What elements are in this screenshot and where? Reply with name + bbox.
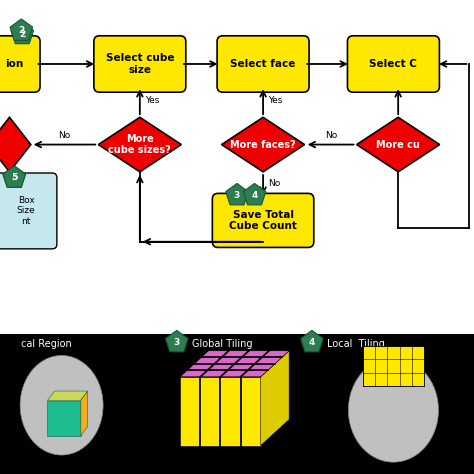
Text: Select face: Select face [230,59,296,69]
Text: Box
Size
nt: Box Size nt [17,196,36,226]
Text: 5: 5 [11,173,18,182]
Polygon shape [10,19,33,40]
Text: Global Tiling: Global Tiling [192,338,253,349]
Ellipse shape [20,356,103,455]
Text: 2: 2 [18,27,25,35]
Polygon shape [180,351,289,377]
Text: Yes: Yes [268,97,283,105]
Text: No: No [268,180,280,188]
Text: 4: 4 [251,191,258,200]
Text: ion: ion [5,59,23,69]
Text: 4: 4 [309,338,315,346]
Polygon shape [356,118,439,172]
Polygon shape [0,118,31,172]
Polygon shape [11,22,34,44]
FancyBboxPatch shape [0,173,57,249]
Text: cal Region: cal Region [21,338,72,349]
Text: No: No [58,131,70,140]
FancyBboxPatch shape [94,36,186,92]
Polygon shape [3,166,26,187]
Ellipse shape [348,358,438,462]
FancyBboxPatch shape [363,346,424,386]
FancyBboxPatch shape [347,36,439,92]
Polygon shape [81,391,88,436]
Polygon shape [180,377,261,446]
FancyBboxPatch shape [0,36,40,92]
Polygon shape [98,118,181,172]
Text: Select cube
size: Select cube size [106,53,174,75]
Text: Yes: Yes [145,97,159,105]
Polygon shape [47,391,88,401]
Text: 3: 3 [173,338,180,346]
Polygon shape [243,183,266,205]
Text: Local  Tiling: Local Tiling [327,338,385,349]
FancyBboxPatch shape [217,36,309,92]
Text: More faces?: More faces? [230,139,296,150]
Text: 5: 5 [11,173,18,182]
Text: 2: 2 [19,30,26,38]
Polygon shape [165,330,188,352]
FancyBboxPatch shape [0,334,474,474]
Polygon shape [261,351,289,446]
Text: Save Total
Cube Count: Save Total Cube Count [229,210,297,231]
Polygon shape [221,118,304,172]
Text: 3: 3 [234,191,240,200]
Text: More cu: More cu [376,139,420,150]
Polygon shape [226,183,248,205]
Polygon shape [47,401,81,436]
Polygon shape [3,166,26,187]
Text: Select C: Select C [369,59,418,69]
FancyBboxPatch shape [212,193,314,247]
Text: No: No [325,131,337,140]
Polygon shape [301,330,323,352]
Text: More
cube sizes?: More cube sizes? [109,134,171,155]
